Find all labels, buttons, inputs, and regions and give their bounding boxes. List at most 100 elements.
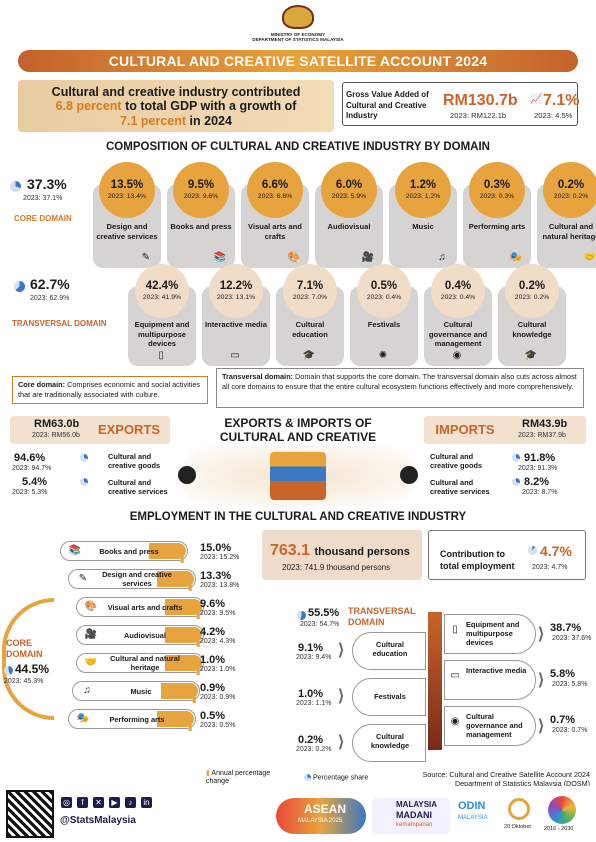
imports-arrow-icon — [400, 466, 418, 484]
globe-icon: ◉ — [452, 350, 462, 361]
core-share-prev: 2023: 37.1% — [23, 195, 63, 202]
core-domain-circle: 6.6% 2023: 6.6% — [247, 162, 303, 218]
employment-core-tile-fill — [70, 711, 194, 727]
legend-annual: ▮ Annual percentage change — [206, 770, 271, 785]
employment-core-label: CORE DOMAIN — [6, 638, 43, 659]
transversal-domain-name: Festivals — [367, 320, 401, 329]
handshake-icon: 🤝 — [84, 657, 98, 668]
core-domain-name: Cultural and natural heritage — [542, 222, 596, 241]
annual-change-icon: ▮ — [196, 611, 201, 620]
core-domain-circle: 13.5% 2023: 13.4% — [99, 162, 155, 218]
madani-logo-line1: MALAYSIA — [396, 800, 438, 809]
imports-goods-pie-icon — [512, 454, 520, 462]
employment-trans-left-pct: 1.0% — [298, 688, 324, 700]
employment-trans-share: 55.5% — [308, 607, 340, 619]
employment-core-share: 44.5% — [15, 662, 50, 676]
chevron-right-icon: ⟩ — [538, 718, 545, 735]
core-domain-prev: 2023: 13.4% — [107, 193, 147, 200]
core-domain-name: Audiovisual — [327, 222, 371, 231]
employment-trans-label: TRANSVERSAL DOMAIN — [348, 606, 416, 627]
social-icons: ◎ f ✕ ▶ ♪ in — [60, 796, 153, 809]
asean-logo-sub: MALAYSIA 2025 — [298, 818, 343, 824]
employment-core-tile-fill — [74, 683, 198, 699]
core-domain-prev: 2023: 1.2% — [405, 193, 441, 200]
transversal-domain-circle: 0.5% 2023: 0.4% — [357, 264, 411, 318]
transversal-domain-pct: 0.2% — [518, 280, 546, 292]
employment-core-tile-fill — [70, 571, 194, 587]
employment-trans-left-name: Cultural knowledge — [370, 732, 410, 751]
social-handle[interactable]: @StatsMalaysia — [60, 815, 136, 826]
transversal-domain-name: Cultural education — [292, 320, 328, 339]
annual-change-icon: ▮ — [206, 770, 210, 777]
linkedin-icon[interactable]: in — [140, 796, 153, 809]
youtube-icon[interactable]: ▶ — [108, 796, 121, 809]
transversal-domain-pct: 0.4% — [444, 280, 472, 292]
employment-trans-left-prev: 2023: 1.1% — [296, 700, 332, 707]
core-domain-pct: 0.2% — [557, 179, 585, 191]
transversal-definition: Transversal domain: Domain that supports… — [216, 368, 584, 408]
core-domain-circle: 6.0% 2023: 5.9% — [321, 162, 377, 218]
transversal-domain-circle: 12.2% 2023: 13.1% — [209, 264, 263, 318]
government-crest-icon — [282, 5, 314, 29]
phone-icon: ▯ — [158, 350, 164, 361]
transversal-domain-circle: 42.4% 2023: 41.9% — [135, 264, 189, 318]
camera-icon: 🎥 — [84, 629, 98, 640]
transversal-domain-prev: 2023: 7.0% — [292, 294, 328, 301]
transversal-domain-prev: 2023: 13.1% — [216, 294, 256, 301]
facebook-icon[interactable]: f — [76, 796, 89, 809]
exports-services-label: Cultural and creative services — [108, 478, 168, 497]
annual-change-icon: ▮ — [196, 667, 201, 676]
employment-trans-right-pct: 5.8% — [550, 668, 576, 680]
performer-icon: 🎭 — [76, 713, 90, 724]
annual-change-icon: ▮ — [196, 639, 201, 648]
employment-contribution-prev: 2023: 4.7% — [532, 564, 568, 571]
transversal-domain-circle: 7.1% 2023: 7.0% — [283, 264, 337, 318]
employment-core-prev: 2023: 9.5% — [200, 610, 236, 617]
employment-trans-right-prev: 2023: 37.6% — [552, 635, 592, 642]
instagram-icon[interactable]: ◎ — [60, 796, 73, 809]
x-icon[interactable]: ✕ — [92, 796, 105, 809]
handshake-icon: 🤝 — [583, 252, 596, 263]
gva-prev: 2023: RM122.1b — [450, 111, 507, 120]
music-icon: ♫ — [83, 685, 91, 696]
growth-chart-icon: 📈 — [530, 94, 543, 105]
exports-value: RM63.0b — [34, 418, 80, 430]
exports-label: EXPORTS — [92, 421, 166, 439]
core-domain-label: CORE DOMAIN — [14, 214, 72, 223]
tiktok-icon[interactable]: ♪ — [124, 796, 137, 809]
camera-icon: 🎥 — [361, 252, 375, 263]
chevron-right-icon: ⟩ — [538, 626, 545, 643]
transversal-domain-prev: 2023: 0.2% — [514, 294, 550, 301]
madani-logo-line2: MADANI — [396, 810, 432, 820]
core-domain-prev: 2023: 0.3% — [479, 193, 515, 200]
monitor-icon: ▭ — [450, 670, 460, 681]
employment-contribution-label: Contribution to total employment — [440, 549, 515, 571]
composition-title: COMPOSITION OF CULTURAL AND CREATIVE IND… — [106, 141, 490, 153]
core-domain-pct: 1.2% — [409, 179, 437, 191]
employment-trans-left-pct: 9.1% — [298, 642, 324, 654]
imports-goods-label: Cultural and creative goods — [430, 452, 483, 471]
madani-logo — [372, 798, 450, 834]
core-domain-name: Music — [412, 222, 434, 231]
transversal-domain-name: Cultural knowledge — [512, 320, 552, 339]
core-domain-circle: 1.2% 2023: 1.2% — [395, 162, 451, 218]
core-domain-pct: 13.5% — [110, 179, 144, 191]
qr-code[interactable] — [6, 790, 54, 838]
chevron-right-icon: ⟩ — [338, 734, 345, 751]
music-icon: ♫ — [438, 252, 446, 263]
employment-core-prev: 2023: 0.9% — [200, 694, 236, 701]
contribution-pie-icon — [528, 546, 537, 555]
employment-core-pct: 4.2% — [200, 626, 226, 638]
core-domain-name: Books and press — [170, 222, 232, 231]
annual-change-icon: ▮ — [188, 583, 193, 592]
imports-services-pie-icon — [512, 478, 520, 486]
exports-goods-label: Cultural and creative goods — [108, 452, 161, 471]
legend-share: Percentage share — [304, 774, 368, 781]
exports-arrow-icon — [178, 466, 196, 484]
palette-icon: 🎨 — [84, 601, 98, 612]
chevron-right-icon: ⟩ — [338, 688, 345, 705]
transversal-domain-label: TRANSVERSAL DOMAIN — [12, 319, 107, 328]
books-icon: 📚 — [68, 545, 82, 556]
core-domain-name: Performing arts — [468, 222, 526, 231]
